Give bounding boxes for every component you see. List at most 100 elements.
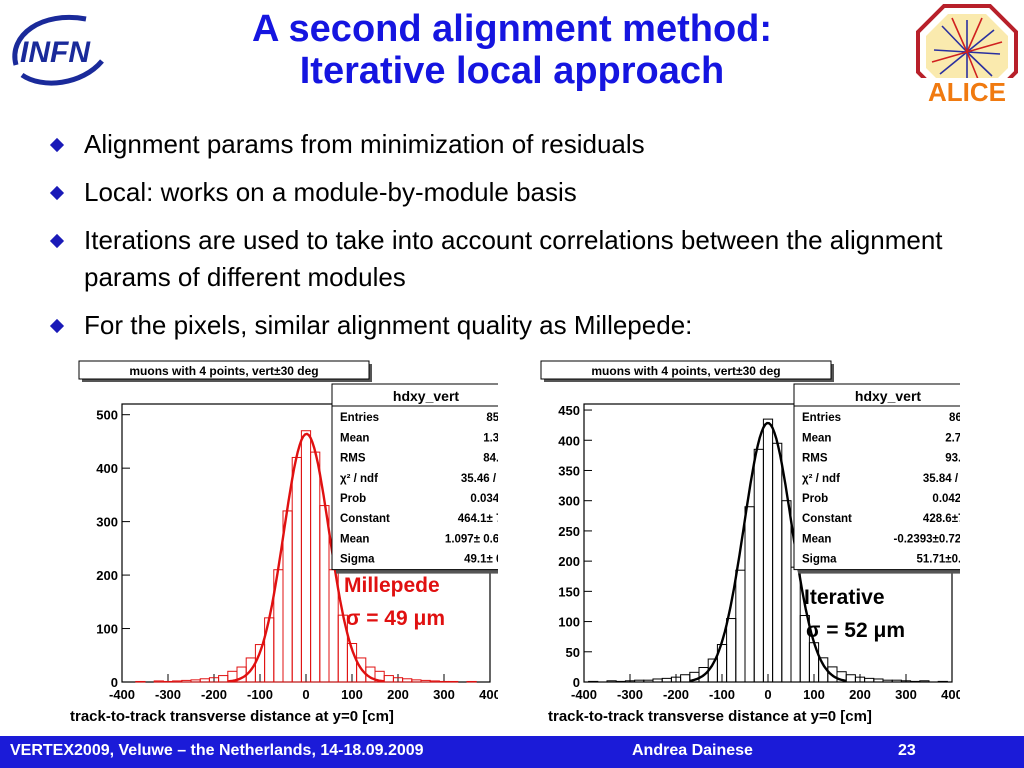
histogram-bin: [190, 679, 201, 683]
y-tick-label: 50: [566, 645, 580, 660]
histogram-bin: [218, 675, 229, 683]
footer-page-number: 23: [898, 742, 916, 759]
histogram-bin: [762, 418, 774, 683]
histogram-bin: [310, 451, 321, 683]
histogram-bin: [753, 448, 764, 683]
stats-label: Entries: [340, 412, 379, 424]
histogram-bin: [319, 505, 330, 683]
histogram-bin: [420, 679, 431, 683]
diamond-bullet-icon: [49, 233, 65, 249]
stats-label: Entries: [802, 412, 841, 424]
millepede-x-axis-label: track-to-track transverse distance at y=…: [70, 708, 394, 725]
stats-title: hdxy_vert: [393, 388, 459, 404]
histogram-bin: [411, 679, 422, 683]
stats-value: 35.84 / 23: [923, 473, 960, 485]
histogram-bin: [438, 680, 450, 683]
y-tick-label: 300: [558, 494, 580, 509]
slide-title: A second alignment method: Iterative loc…: [140, 8, 884, 92]
histogram-bin: [772, 442, 783, 683]
histogram-bin: [845, 674, 856, 683]
stats-label: Mean: [340, 533, 369, 545]
infn-logo: INFN: [12, 15, 104, 86]
title-box: [540, 360, 832, 380]
annotation-sigma: σ = 52 μm: [806, 619, 905, 642]
x-tick-label: 0: [302, 687, 309, 702]
y-tick-label: 250: [558, 524, 580, 539]
iterative-histogram: muons with 4 points, vert±30 deg 0 50 100 15…: [528, 360, 960, 705]
stats-value: 49.1± 0.7: [464, 554, 498, 566]
y-tick-label: 100: [96, 622, 118, 637]
stats-value: -0.2393±0.7247: [894, 533, 961, 545]
title-line-1: A second alignment method:: [251, 8, 773, 50]
stats-value: 84.82: [483, 453, 498, 465]
histogram-bin: [199, 678, 210, 683]
y-tick-label: 100: [558, 615, 580, 630]
x-tick-label: 0: [764, 687, 771, 702]
y-tick-label: 0: [111, 675, 118, 690]
histogram-bin: [300, 430, 312, 683]
histogram-bin: [937, 680, 948, 683]
stats-value: 464.1± 7.5: [458, 513, 498, 525]
y-tick-label: 350: [558, 463, 580, 478]
x-tick-label: -100: [247, 687, 273, 702]
stats-label: Sigma: [802, 554, 837, 566]
histogram-bin: [402, 678, 413, 683]
histogram-bin: [873, 678, 884, 683]
histogram-bin: [282, 510, 293, 683]
bullet-item: Alignment params from minimization of re…: [46, 126, 1011, 163]
stats-label: RMS: [340, 453, 366, 465]
stats-box: [331, 383, 498, 571]
histogram-bin: [910, 680, 921, 683]
y-tick-label: 500: [96, 408, 118, 423]
bullet-text: Local: works on a module-by-module basis: [84, 177, 577, 207]
gaussian-fit-curve: [689, 421, 847, 683]
annotation-method: Iterative: [804, 586, 885, 609]
stats-value: 0.04281: [932, 493, 960, 505]
stats-title: hdxy_vert: [855, 388, 921, 404]
bullet-text: Iterations are used to take into account…: [84, 225, 943, 292]
bullet-item: Iterations are used to take into account…: [46, 222, 1011, 296]
x-tick-label: -300: [617, 687, 643, 702]
x-tick-label: -400: [571, 687, 597, 702]
y-tick-label: 400: [558, 433, 580, 448]
footer-bar: VERTEX2009, Veluwe – the Netherlands, 14…: [0, 736, 1024, 768]
stats-label: Mean: [802, 533, 831, 545]
histogram-bin: [790, 566, 801, 683]
stats-value: 0.03469: [470, 493, 498, 505]
x-tick-label: 100: [803, 687, 825, 702]
histogram-bin: [735, 569, 746, 683]
diamond-bullet-icon: [49, 137, 65, 153]
stats-label: Prob: [802, 493, 828, 505]
alice-logo: ALICE: [914, 4, 1020, 106]
alice-logo-text: ALICE: [928, 77, 1006, 106]
stats-value: 428.6±7.1: [923, 513, 960, 525]
stats-label: χ² / ndf: [340, 473, 378, 485]
histogram-bin: [588, 680, 599, 683]
x-tick-label: -300: [155, 687, 181, 702]
stats-value: 93.24: [945, 453, 960, 465]
y-tick-label: 400: [96, 461, 118, 476]
annotation-method: Millepede: [344, 574, 440, 597]
y-tick-label: 150: [558, 584, 580, 599]
x-tick-label: 300: [895, 687, 917, 702]
stats-label: Constant: [802, 513, 852, 525]
x-tick-label: 100: [341, 687, 363, 702]
stats-value: 51.71±0.75: [917, 554, 960, 566]
histogram-bin: [680, 674, 691, 683]
x-tick-label: 400: [479, 687, 498, 702]
histogram-bin: [781, 500, 792, 683]
gaussian-fit-curve: [227, 432, 385, 683]
histogram-bin: [466, 680, 477, 683]
y-tick-label: 450: [558, 403, 580, 418]
bullet-item: Local: works on a module-by-module basis: [46, 174, 1011, 211]
bullet-item: For the pixels, similar alignment qualit…: [46, 307, 1011, 344]
title-line-2: Iterative local approach: [299, 50, 725, 92]
histogram-bin: [162, 680, 174, 683]
stats-value: 35.46 / 22: [461, 473, 498, 485]
bullet-list: Alignment params from minimization of re…: [46, 126, 1011, 355]
footer-author: Andrea Dainese: [632, 742, 753, 759]
y-tick-label: 200: [558, 554, 580, 569]
x-tick-label: -200: [201, 687, 227, 702]
histogram-bin: [615, 680, 626, 683]
x-tick-label: 200: [849, 687, 871, 702]
